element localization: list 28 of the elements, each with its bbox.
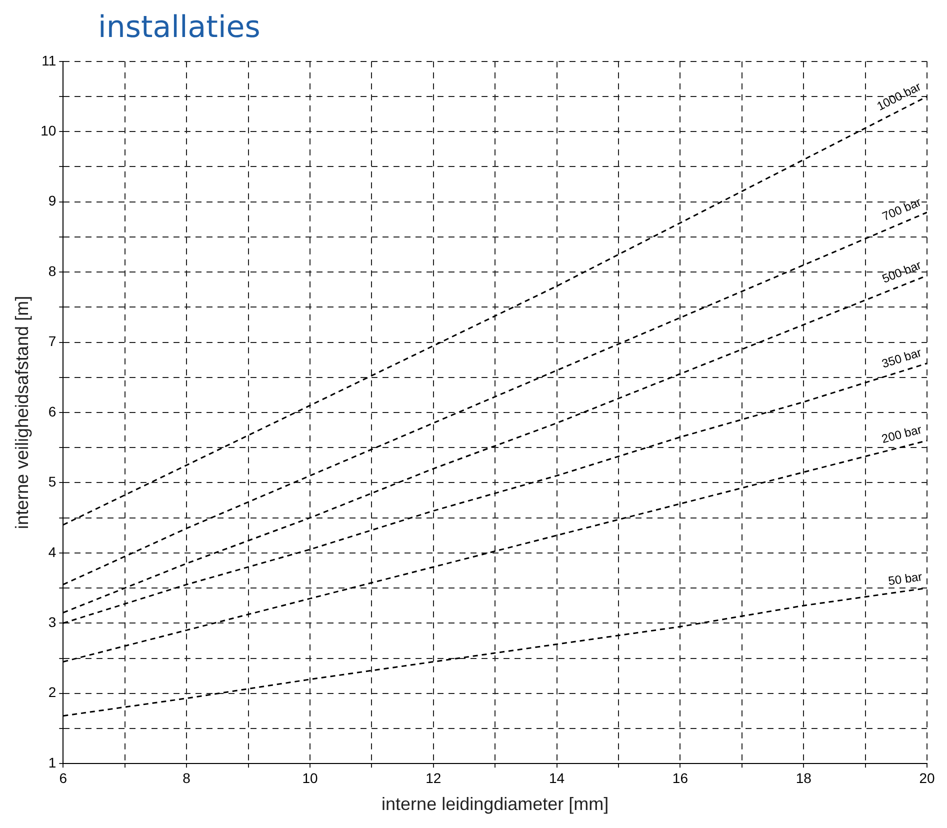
text: 50 bar [887, 570, 924, 588]
text: 700 bar [880, 194, 924, 224]
x-axis-title: interne leidingdiameter [mm] [382, 794, 609, 814]
y-axis-title: interne veiligheidsafstand [m] [12, 296, 32, 530]
y-tick-label: 9 [48, 192, 56, 209]
y-tick-label: 5 [48, 474, 56, 490]
y-tick-label: 4 [48, 544, 56, 560]
text: 350 bar [880, 345, 924, 371]
text: 200 bar [880, 422, 924, 446]
x-tick-label: 10 [302, 770, 318, 786]
y-tick-label: 3 [48, 614, 56, 630]
y-tick-label: 8 [48, 262, 56, 279]
y-tick-label: 1 [48, 754, 56, 770]
y-tick-label: 2 [48, 684, 56, 700]
x-tick-label: 12 [426, 770, 442, 786]
x-tick-label: 18 [796, 770, 812, 786]
x-tick-label: 14 [549, 770, 565, 786]
y-tick-label: 7 [48, 333, 56, 350]
chart-title: installaties [97, 9, 262, 47]
x-tick-label: 6 [59, 770, 68, 786]
x-tick-label: 8 [182, 770, 191, 786]
y-tick-label: 11 [42, 52, 56, 68]
text: 500 bar [880, 258, 924, 286]
y-tick-label: 6 [48, 403, 56, 420]
y-tick-label: 10 [40, 122, 56, 138]
x-tick-label: 16 [672, 770, 688, 786]
text: 1000 bar [874, 79, 924, 114]
x-tick-label: 20 [919, 770, 935, 786]
